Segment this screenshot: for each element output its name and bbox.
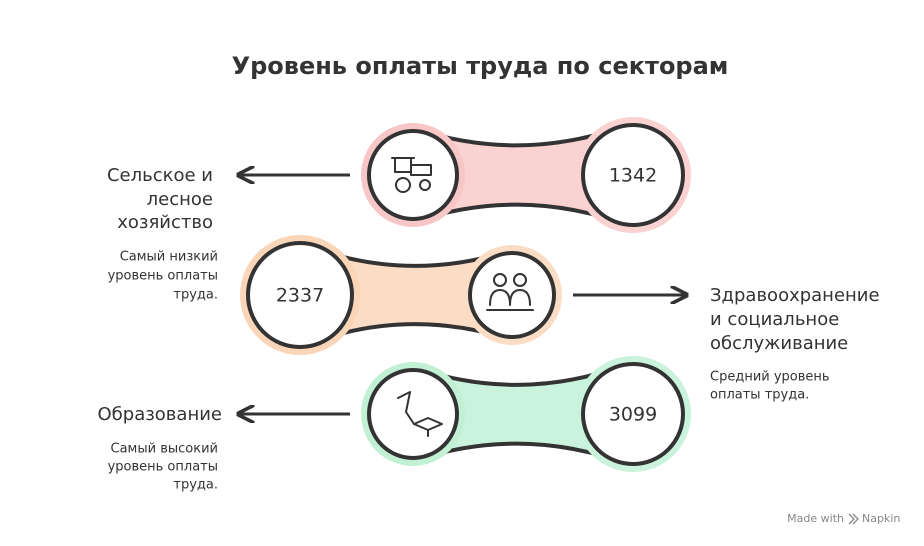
description: уровень оплаты <box>108 460 218 475</box>
label: лесное <box>147 189 213 210</box>
capsule <box>240 235 562 355</box>
description: Самый низкий <box>120 250 218 265</box>
value: 3099 <box>609 404 657 426</box>
label: и социальное <box>710 309 839 330</box>
description: труда. <box>173 288 218 303</box>
description: труда. <box>173 478 218 493</box>
brand-icon <box>848 513 859 525</box>
description: Самый высокий <box>111 442 218 457</box>
label: хозяйство <box>117 212 213 233</box>
label: Образование <box>98 404 223 425</box>
people-icon <box>486 273 534 311</box>
tractor-icon <box>391 157 432 193</box>
value: 2337 <box>276 285 324 307</box>
description: оплаты труда. <box>710 388 809 403</box>
footer-text: Made with <box>787 512 844 525</box>
label: Здравоохранение <box>710 285 880 306</box>
education-icon <box>397 391 443 437</box>
label: обслуживание <box>710 333 848 354</box>
description: уровень оплаты <box>108 269 218 284</box>
title: Уровень оплаты труда по секторам <box>232 52 729 80</box>
label: Сельское и <box>107 165 213 186</box>
description: Средний уровень <box>710 370 830 385</box>
value: 1342 <box>609 165 657 187</box>
capsule <box>361 117 691 233</box>
capsule <box>361 356 691 472</box>
footer-brand: Napkin <box>862 512 900 525</box>
